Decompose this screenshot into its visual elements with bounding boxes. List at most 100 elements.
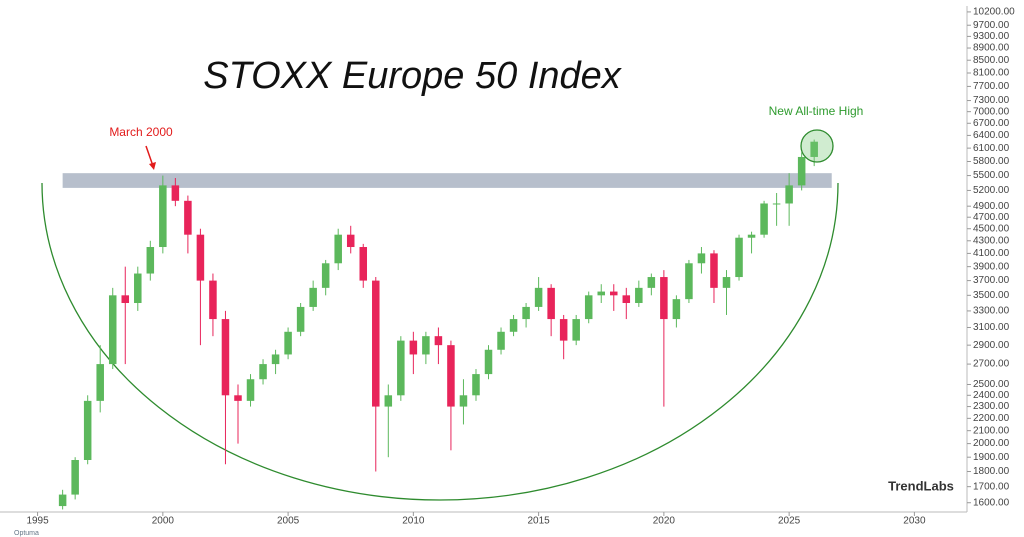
band-layer <box>62 173 832 188</box>
candle-body <box>296 306 305 332</box>
candle-body <box>710 253 718 288</box>
y-tick-label: 1900.00 <box>973 452 1010 463</box>
y-tick-label: 5800.00 <box>973 156 1010 167</box>
y-tick-label: 2100.00 <box>973 425 1010 436</box>
candle-body <box>284 331 292 355</box>
candle-body <box>372 280 380 407</box>
candle-body <box>246 379 255 401</box>
candle-body <box>321 263 330 288</box>
y-tick-label: 2900.00 <box>973 340 1010 351</box>
annotation: March 2000 <box>109 125 173 139</box>
candle-body <box>735 237 743 278</box>
candle-body <box>785 185 793 204</box>
candle-body <box>359 247 368 281</box>
x-tick-label: 2025 <box>778 516 801 527</box>
candle-body <box>96 364 104 401</box>
resistance-band <box>62 173 832 188</box>
candle-body <box>810 141 818 157</box>
candle-body <box>584 295 593 320</box>
high-circle <box>800 129 834 163</box>
y-tick-label: 9300.00 <box>973 31 1010 42</box>
candle-body <box>159 185 167 248</box>
candle-body <box>334 234 342 264</box>
y-tick-label: 3900.00 <box>973 261 1010 272</box>
y-tick-label: 3500.00 <box>973 290 1010 301</box>
x-tick-label: 1995 <box>26 516 49 527</box>
candle-body <box>221 319 230 396</box>
candle-body <box>610 291 618 296</box>
candle-body <box>259 364 267 380</box>
y-tick-label: 2700.00 <box>973 359 1010 370</box>
candle-body <box>760 203 768 235</box>
y-tick-label: 6700.00 <box>973 118 1010 129</box>
y-tick-label: 1800.00 <box>973 466 1010 477</box>
logo: TrendLabs <box>888 478 954 493</box>
candle-body <box>772 203 781 205</box>
candle-body <box>685 263 693 300</box>
candle-body <box>484 349 493 375</box>
y-tick-label: 3700.00 <box>973 275 1010 286</box>
y-tick-label: 4500.00 <box>973 223 1010 234</box>
x-tick-label: 2000 <box>152 516 175 527</box>
candle-body <box>447 345 455 407</box>
y-tick-label: 8500.00 <box>973 55 1010 66</box>
candle-body <box>635 287 643 304</box>
candle-body <box>722 277 731 288</box>
candle-body <box>559 319 568 341</box>
candle-body <box>547 287 555 320</box>
candle-body <box>622 295 631 304</box>
candle-body <box>409 340 418 355</box>
candle-body <box>672 299 681 320</box>
cup-arc <box>41 182 839 501</box>
candle-body <box>397 340 405 396</box>
y-tick-label: 2400.00 <box>973 390 1010 401</box>
candle-body <box>271 354 280 365</box>
y-tick-label: 6400.00 <box>973 130 1010 141</box>
y-tick-label: 4100.00 <box>973 248 1010 259</box>
y-tick-label: 1600.00 <box>973 497 1010 508</box>
candle-body <box>108 295 117 365</box>
candle-body <box>83 400 92 461</box>
candle-body <box>597 291 606 296</box>
y-tick-label: 7700.00 <box>973 81 1010 92</box>
candle-body <box>509 319 518 332</box>
candle-body <box>234 395 242 401</box>
candle-body <box>346 234 355 248</box>
x-tick-label: 2015 <box>527 516 550 527</box>
y-tick-label: 9700.00 <box>973 20 1010 31</box>
candle-body <box>697 253 706 264</box>
candle-body <box>497 331 505 350</box>
x-tick-label: 2020 <box>653 516 676 527</box>
x-tick-label: 2010 <box>402 516 425 527</box>
candle-body <box>121 295 130 304</box>
y-tick-label: 1700.00 <box>973 481 1010 492</box>
candle-body <box>472 374 480 396</box>
arrow-shaft <box>145 145 154 167</box>
candle-body <box>747 234 756 238</box>
candle-body <box>71 460 79 495</box>
candle-body <box>196 234 205 281</box>
y-tick-label: 3100.00 <box>973 322 1010 333</box>
arrow-head <box>149 162 156 170</box>
y-tick-label: 2300.00 <box>973 401 1010 412</box>
candle-body <box>534 287 543 307</box>
candle-body <box>146 247 155 274</box>
y-tick-label: 3300.00 <box>973 306 1010 317</box>
y-tick-label: 7300.00 <box>973 95 1010 106</box>
annotation: New All-time High <box>769 104 864 118</box>
y-tick-label: 2000.00 <box>973 438 1010 449</box>
chart-title: STOXX Europe 50 Index <box>203 55 623 97</box>
candle-body <box>522 306 530 320</box>
candle-body <box>209 280 217 320</box>
y-tick-label: 7000.00 <box>973 106 1010 117</box>
y-tick-label: 2200.00 <box>973 413 1010 424</box>
candle-body <box>171 185 180 201</box>
candle-body <box>459 395 468 407</box>
candle-body <box>184 200 192 235</box>
y-tick-label: 2500.00 <box>973 379 1010 390</box>
x-tick-label: 2030 <box>903 516 926 527</box>
candle-body <box>422 336 430 355</box>
candle-body <box>572 319 580 341</box>
